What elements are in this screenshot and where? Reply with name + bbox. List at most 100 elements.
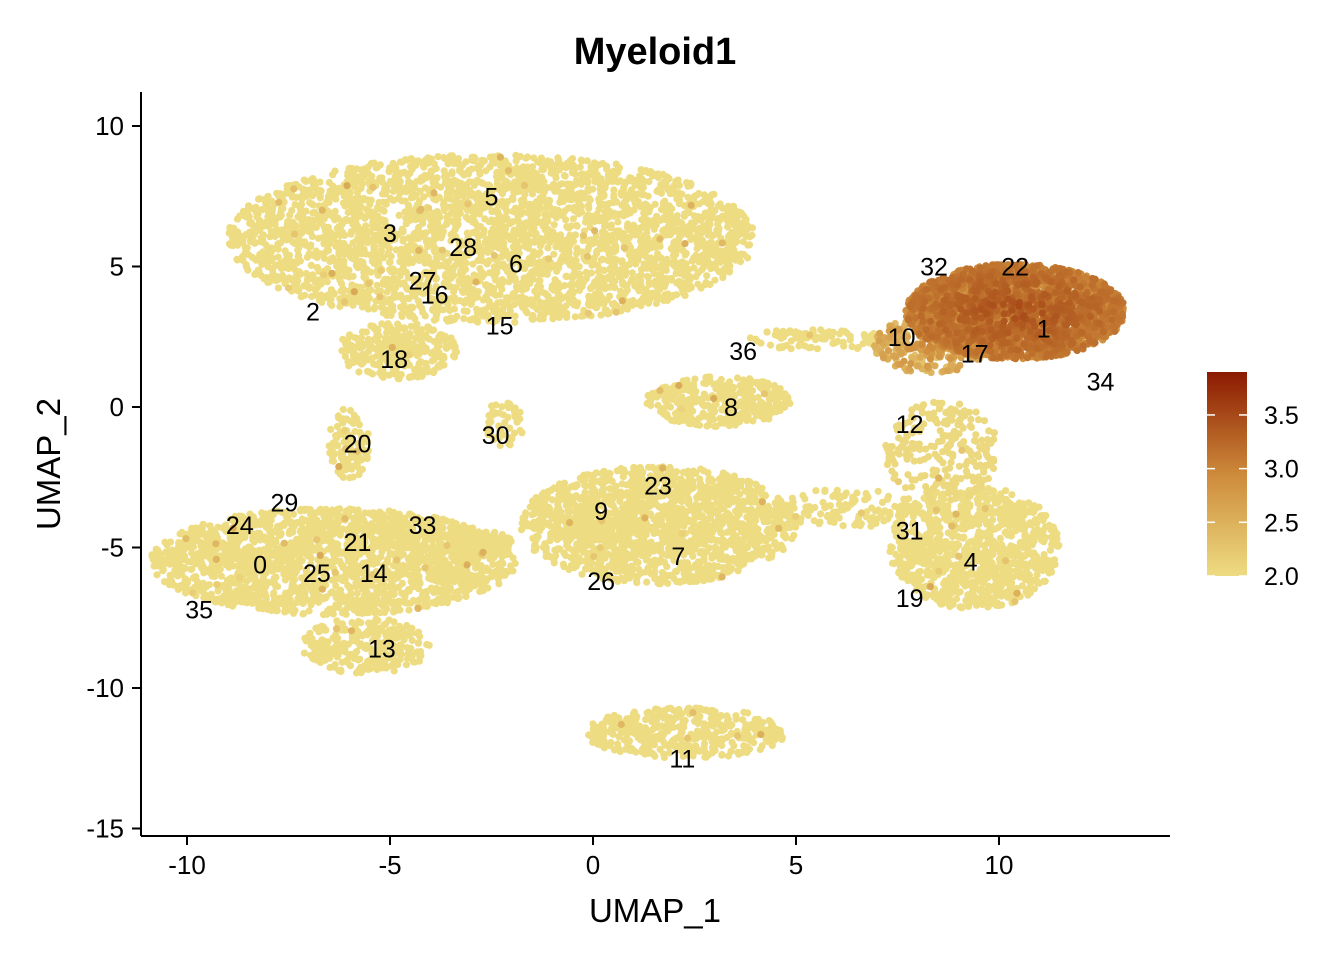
data-point [547, 169, 555, 177]
data-point [311, 183, 319, 191]
data-point [407, 340, 415, 348]
data-point [486, 163, 494, 171]
data-point [416, 359, 424, 367]
data-point [385, 167, 393, 175]
data-point [361, 196, 369, 204]
data-point [582, 214, 590, 222]
data-point [494, 226, 502, 234]
data-point [567, 297, 575, 305]
data-point [585, 204, 593, 212]
data-point [160, 578, 169, 586]
data-point [634, 190, 642, 198]
data-point [452, 208, 460, 216]
data-point [364, 356, 372, 364]
data-point [599, 255, 607, 263]
data-point [584, 179, 592, 187]
data-point [298, 222, 307, 230]
data-point [375, 198, 383, 207]
data-point [625, 234, 633, 242]
data-point [725, 267, 734, 275]
data-point [628, 255, 636, 263]
data-point [384, 337, 392, 345]
data-point [585, 292, 593, 300]
data-point [394, 293, 402, 301]
data-point [648, 260, 656, 268]
data-point [419, 176, 427, 184]
data-point [715, 216, 724, 225]
data-point [562, 216, 570, 224]
data-point [515, 173, 523, 181]
data-point [433, 349, 441, 357]
data-point [472, 220, 480, 228]
data-point [374, 326, 382, 334]
data-point [583, 157, 591, 165]
data-point [640, 191, 648, 199]
data-point [677, 269, 685, 277]
data-point [678, 259, 686, 268]
data-point [496, 291, 504, 299]
data-point [660, 178, 669, 186]
data-point [550, 221, 558, 229]
data-point [282, 236, 290, 244]
data-point [524, 153, 532, 161]
data-point [335, 248, 343, 256]
data-point [422, 346, 431, 354]
data-point [424, 242, 432, 250]
data-point [325, 229, 333, 237]
data-point [245, 202, 253, 210]
data-point [608, 274, 616, 282]
data-point [440, 354, 448, 362]
data-point [641, 231, 649, 240]
data-point [654, 186, 662, 194]
data-point [559, 210, 567, 218]
data-point [422, 156, 430, 164]
data-point [605, 309, 613, 317]
data-point [725, 220, 733, 228]
data-point [534, 174, 542, 182]
data-point [559, 237, 567, 246]
data-point [262, 275, 270, 283]
data-point [550, 286, 558, 294]
data-point [271, 232, 279, 240]
data-point [585, 171, 593, 180]
data-point [744, 254, 752, 262]
data-point [390, 265, 398, 274]
data-point [273, 189, 281, 197]
data-point [539, 312, 547, 320]
data-point [495, 211, 503, 219]
data-point [666, 212, 674, 220]
data-point [583, 269, 592, 277]
data-point [719, 204, 727, 212]
data-point [479, 257, 487, 265]
data-point [270, 548, 278, 556]
data-point [523, 309, 531, 317]
data-point [535, 270, 543, 278]
data-point [388, 550, 397, 558]
data-point [263, 220, 271, 228]
data-point [596, 290, 604, 298]
data-point [243, 209, 251, 217]
data-point [398, 247, 406, 255]
data-point [623, 286, 631, 294]
data-point [295, 255, 303, 263]
data-point [549, 228, 557, 236]
data-point [517, 293, 525, 301]
data-point [325, 178, 333, 187]
data-point [334, 214, 342, 222]
data-point [610, 186, 618, 194]
data-point [549, 315, 557, 323]
data-point [308, 274, 316, 282]
data-point [465, 215, 473, 224]
data-point [354, 506, 362, 514]
data-point [410, 231, 418, 239]
data-point [504, 294, 512, 302]
data-point [243, 587, 251, 595]
data-point [531, 183, 539, 191]
data-point [641, 290, 649, 298]
data-point [347, 207, 355, 215]
data-point [667, 222, 675, 230]
data-point [518, 232, 527, 240]
data-point [544, 210, 552, 218]
data-point [700, 259, 709, 267]
data-point [442, 220, 450, 229]
